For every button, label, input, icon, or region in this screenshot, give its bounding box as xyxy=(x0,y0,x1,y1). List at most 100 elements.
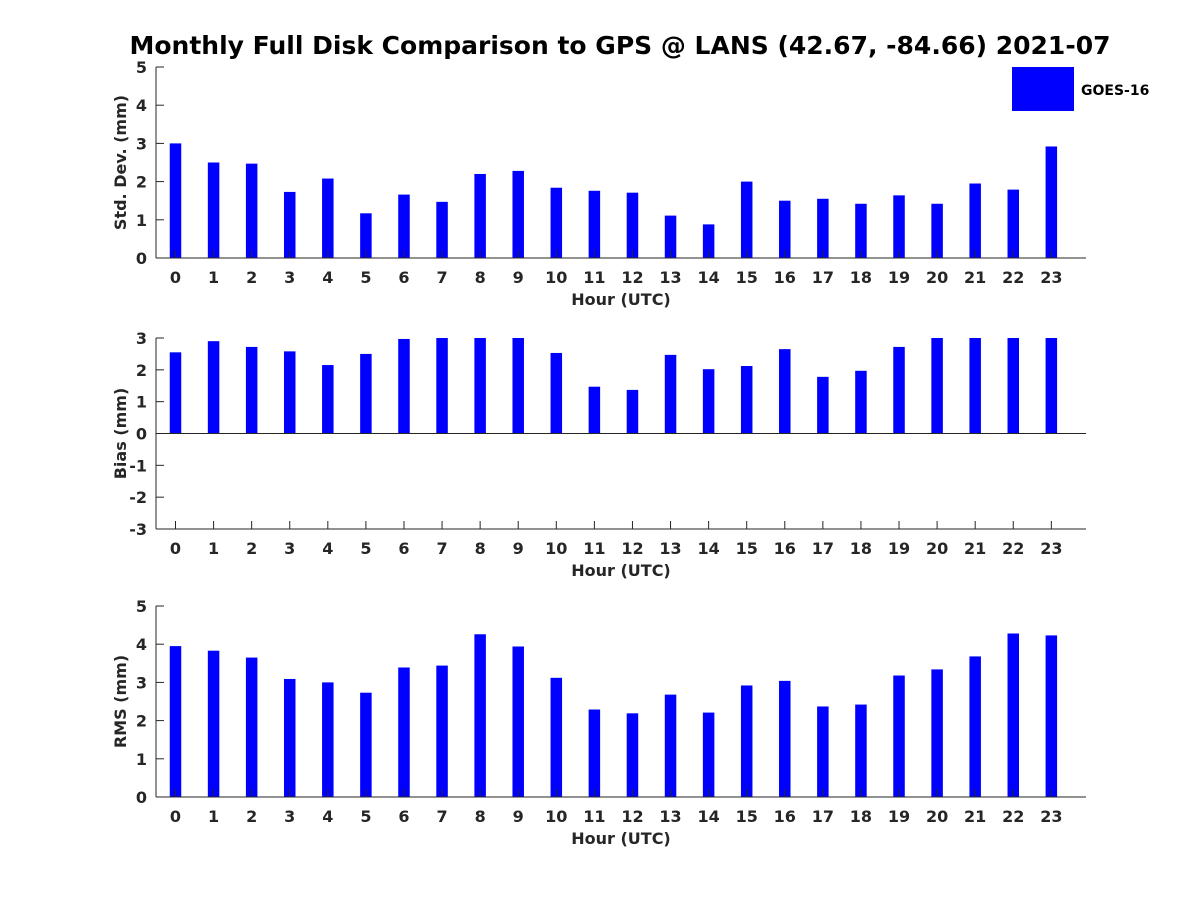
x-tick-label: 13 xyxy=(659,268,681,287)
bar-hour-19 xyxy=(893,346,905,434)
bar-hour-13 xyxy=(664,694,677,797)
x-tick-label: 3 xyxy=(284,539,295,558)
bar-hour-8 xyxy=(474,338,486,434)
bar-hour-10 xyxy=(550,187,563,258)
bar-hour-19 xyxy=(893,675,905,797)
x-tick-label: 20 xyxy=(926,807,948,826)
x-tick-label: 13 xyxy=(659,539,681,558)
bar-hour-3 xyxy=(283,191,296,258)
bar-hour-0 xyxy=(169,143,182,258)
x-tick-label: 8 xyxy=(475,268,486,287)
bar-hour-18 xyxy=(855,370,867,434)
x-tick-label: 22 xyxy=(1002,807,1024,826)
bar-hour-21 xyxy=(969,338,981,434)
bar-hour-0 xyxy=(169,646,182,797)
x-tick-label: 12 xyxy=(621,807,643,826)
bar-hour-7 xyxy=(436,338,448,434)
x-tick-label: 17 xyxy=(812,807,834,826)
bar-hour-3 xyxy=(283,351,296,434)
x-tick-label: 6 xyxy=(398,268,409,287)
x-tick-label: 12 xyxy=(621,539,643,558)
x-tick-label: 23 xyxy=(1040,268,1062,287)
y-tick-label: 3 xyxy=(136,329,147,348)
y-axis-label: Bias (mm) xyxy=(111,388,130,480)
y-tick-label: 3 xyxy=(136,673,147,692)
y-axis-label: Std. Dev. (mm) xyxy=(111,95,130,230)
bar-hour-12 xyxy=(626,192,639,258)
bar-hour-20 xyxy=(931,669,943,797)
chart-title: Monthly Full Disk Comparison to GPS @ LA… xyxy=(130,31,1111,60)
x-tick-label: 15 xyxy=(736,539,758,558)
x-tick-label: 1 xyxy=(208,268,219,287)
x-tick-label: 4 xyxy=(322,539,333,558)
bar-hour-1 xyxy=(207,341,220,434)
bar-hour-4 xyxy=(322,682,334,797)
y-tick-label: 0 xyxy=(136,249,147,268)
x-tick-label: 6 xyxy=(398,807,409,826)
bar-hour-0 xyxy=(169,352,182,434)
bar-hour-9 xyxy=(512,338,524,434)
bar-hour-2 xyxy=(245,163,258,258)
bar-hour-22 xyxy=(1007,189,1020,258)
bar-hour-1 xyxy=(207,650,220,797)
y-tick-label: 0 xyxy=(136,425,147,444)
x-tick-label: 0 xyxy=(170,539,181,558)
x-tick-label: 14 xyxy=(697,268,719,287)
x-tick-label: 21 xyxy=(964,268,986,287)
x-tick-label: 23 xyxy=(1040,807,1062,826)
x-tick-label: 14 xyxy=(697,539,719,558)
x-tick-label: 19 xyxy=(888,539,910,558)
x-tick-label: 0 xyxy=(170,807,181,826)
x-tick-label: 5 xyxy=(360,539,371,558)
bar-hour-2 xyxy=(245,657,258,797)
x-tick-label: 16 xyxy=(774,539,796,558)
x-tick-label: 6 xyxy=(398,539,409,558)
x-tick-label: 1 xyxy=(208,539,219,558)
x-tick-label: 17 xyxy=(812,539,834,558)
bar-hour-21 xyxy=(969,656,981,797)
x-tick-label: 23 xyxy=(1040,539,1062,558)
bar-hour-9 xyxy=(512,170,524,258)
x-tick-label: 16 xyxy=(774,807,796,826)
bar-hour-5 xyxy=(360,692,372,797)
bar-hour-4 xyxy=(322,178,334,258)
y-tick-label: 2 xyxy=(136,173,147,192)
x-tick-label: 15 xyxy=(736,807,758,826)
x-tick-label: 5 xyxy=(360,268,371,287)
x-tick-label: 15 xyxy=(736,268,758,287)
bar-hour-9 xyxy=(512,646,524,797)
y-tick-label: 5 xyxy=(136,597,147,616)
x-axis-label: Hour (UTC) xyxy=(571,290,671,309)
x-tick-label: 20 xyxy=(926,539,948,558)
x-tick-label: 16 xyxy=(774,268,796,287)
x-tick-label: 11 xyxy=(583,807,605,826)
bar-hour-17 xyxy=(817,706,829,797)
x-tick-label: 2 xyxy=(246,539,257,558)
x-tick-label: 9 xyxy=(513,807,524,826)
x-tick-label: 10 xyxy=(545,268,567,287)
bar-hour-18 xyxy=(855,704,867,797)
bar-hour-13 xyxy=(664,354,677,434)
bar-hour-23 xyxy=(1045,146,1058,258)
x-tick-label: 4 xyxy=(322,268,333,287)
bar-hour-21 xyxy=(969,183,981,258)
x-tick-label: 8 xyxy=(475,807,486,826)
bar-hour-2 xyxy=(245,346,258,434)
bar-hour-14 xyxy=(702,369,715,434)
bar-hour-4 xyxy=(322,365,334,434)
x-tick-label: 0 xyxy=(170,268,181,287)
x-tick-label: 20 xyxy=(926,268,948,287)
bar-hour-23 xyxy=(1045,635,1058,797)
bar-hour-14 xyxy=(702,224,715,258)
bar-hour-16 xyxy=(779,349,791,434)
x-tick-label: 2 xyxy=(246,807,257,826)
bar-hour-13 xyxy=(664,215,677,258)
legend-swatch-goes-16 xyxy=(1012,67,1074,111)
x-tick-label: 14 xyxy=(697,807,719,826)
x-tick-label: 19 xyxy=(888,807,910,826)
x-tick-label: 7 xyxy=(436,539,447,558)
y-axis-label: RMS (mm) xyxy=(111,655,130,748)
